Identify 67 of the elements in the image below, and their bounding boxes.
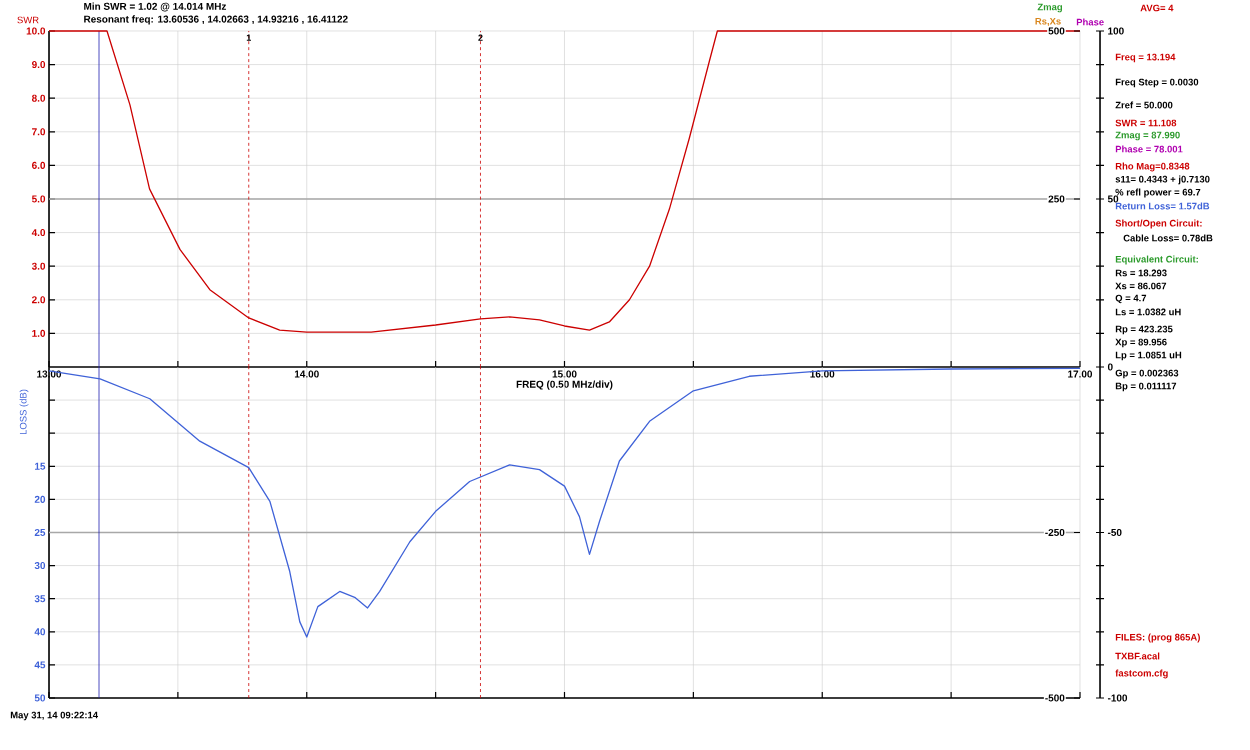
text: Q = 4.7 — [1115, 294, 1147, 304]
y-tick-label: 7.0 — [32, 128, 46, 136]
text: Rs,Xs — [1035, 17, 1061, 26]
text: Rs = 18.293 — [1115, 269, 1167, 277]
text: Gp = 0.002363 — [1115, 369, 1179, 379]
text: Freq = 13.194 — [1115, 53, 1176, 63]
y-tick-label: 4.0 — [31, 229, 46, 237]
text: Short/Open Circuit: — [1115, 219, 1202, 229]
text: Xp = 89.956 — [1115, 338, 1167, 348]
text: Phase = 78.001 — [1115, 145, 1183, 153]
x-tick-label: 16.00 — [810, 370, 835, 378]
x-tick-label: 17.00 — [1068, 370, 1093, 378]
text: Xs = 86.067 — [1115, 282, 1167, 290]
y-tick-label: 30 — [34, 562, 46, 570]
text: s11= 0.4343 + j0.7130 — [1115, 175, 1210, 185]
text: Zref = 50.000 — [1115, 101, 1173, 109]
y-tick-label: 9.0 — [31, 61, 46, 69]
y-tick-label: 50 — [34, 694, 46, 702]
y-tick-label: 10.0 — [26, 27, 46, 35]
chart-subtitle: Resonant freq: 13.60536 , 14.02663 , 14.93216 , 16.41122 — [84, 15, 348, 25]
y-tick-label: 45 — [34, 661, 46, 669]
text: SWR = 11.108 — [1115, 119, 1177, 127]
y-axis-title: LOSS (dB) — [19, 389, 29, 435]
y3-tick-label: 0 — [1107, 363, 1113, 371]
y-tick-label: 35 — [34, 595, 46, 603]
text: Rho Mag=0.8348 — [1115, 162, 1190, 172]
y-tick-label: 5.0 — [31, 195, 46, 203]
y-tick-label: 3.0 — [31, 262, 46, 270]
y3-tick-label: -50 — [1107, 528, 1122, 537]
text: Return Loss= 1.57dB — [1115, 202, 1210, 210]
x-tick-label: 14.00 — [294, 370, 319, 378]
y-tick-label: 25 — [34, 528, 46, 537]
text: Zmag = 87.990 — [1115, 131, 1180, 141]
text: TXBF.acal — [1115, 652, 1160, 660]
y3-tick-label: 100 — [1108, 27, 1124, 35]
y-tick-label: 2.0 — [31, 296, 46, 304]
y-tick-label: 8.0 — [31, 94, 46, 102]
y2-tick-label: -500 — [1045, 694, 1065, 702]
text: Zmag — [1037, 3, 1063, 13]
y-axis-title: SWR — [17, 16, 39, 24]
y-tick-label: 1.0 — [32, 329, 46, 337]
x-axis-title: FREQ (0.50 MHz/div) — [516, 380, 613, 390]
text: Bp = 0.011117 — [1115, 382, 1177, 392]
annotation: 1 — [246, 34, 251, 41]
y-tick-label: 40 — [34, 628, 46, 636]
text: AVG= 4 — [1140, 4, 1174, 12]
y2-tick-label: 250 — [1048, 195, 1065, 203]
y3-tick-label: 50 — [1107, 195, 1119, 203]
y3-tick-label: -100 — [1107, 694, 1128, 702]
y2-tick-label: -250 — [1045, 528, 1065, 537]
text: Lp = 1.0851 uH — [1115, 351, 1182, 361]
y2-tick-label: 500 — [1048, 27, 1065, 35]
chart-title: Min SWR = 1.02 @ 14.014 MHz — [84, 2, 227, 12]
text: Freq Step = 0.0030 — [1115, 78, 1199, 88]
text: FILES: (prog 865A) — [1115, 633, 1200, 643]
text: Equivalent Circuit: — [1115, 255, 1198, 265]
text: Rp = 423.235 — [1115, 325, 1173, 335]
x-tick-label: 15.00 — [552, 370, 577, 378]
text: Ls = 1.0382 uH — [1115, 308, 1181, 316]
text: Cable Loss= 0.78dB — [1123, 234, 1213, 242]
text: May 31, 14 09:22:14 — [10, 711, 99, 721]
y-tick-label: 6.0 — [32, 161, 46, 169]
text: Phase — [1076, 18, 1104, 26]
y-tick-label: 15 — [35, 462, 46, 470]
y-tick-label: 20 — [34, 495, 46, 503]
text: fastcom.cfg — [1115, 669, 1168, 679]
annotation: 2 — [478, 34, 483, 41]
